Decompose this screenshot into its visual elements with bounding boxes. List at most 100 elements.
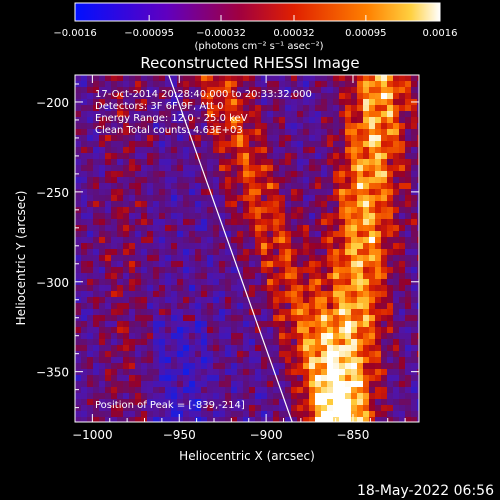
heatmap-cell (147, 339, 154, 346)
heatmap-cell (369, 237, 376, 244)
heatmap-cell (243, 381, 250, 388)
heatmap-cell (411, 249, 418, 256)
heatmap-cell (375, 219, 382, 226)
heatmap-cell (405, 357, 412, 364)
heatmap-cell (87, 135, 94, 142)
heatmap-cell (327, 159, 334, 166)
heatmap-cell (177, 417, 184, 422)
heatmap-cell (159, 393, 166, 400)
heatmap-cell (291, 417, 298, 422)
heatmap-cell (171, 81, 178, 88)
heatmap-cell (399, 87, 406, 94)
heatmap-cell (333, 303, 340, 310)
heatmap-cell (87, 117, 94, 124)
heatmap-cell (135, 225, 142, 232)
heatmap-cell (363, 195, 370, 202)
heatmap-cell (303, 93, 310, 100)
heatmap-cell (93, 333, 100, 340)
heatmap-cell (87, 393, 94, 400)
heatmap-cell (225, 285, 232, 292)
heatmap-cell (237, 255, 244, 262)
heatmap-cell (321, 333, 328, 340)
heatmap-cell (315, 369, 322, 376)
heatmap-cell (159, 111, 166, 118)
heatmap-cell (165, 399, 172, 406)
heatmap-cell (123, 321, 130, 328)
heatmap-cell (279, 393, 286, 400)
heatmap-cell (201, 135, 208, 142)
heatmap-cell (369, 159, 376, 166)
heatmap-cell (369, 261, 376, 268)
heatmap-cell (135, 393, 142, 400)
heatmap-cell (213, 309, 220, 316)
heatmap-cell (201, 213, 208, 220)
heatmap-cell (99, 267, 106, 274)
heatmap-cell (213, 303, 220, 310)
heatmap-cell (333, 399, 340, 406)
heatmap-cell (279, 303, 286, 310)
heatmap-cell (213, 183, 220, 190)
heatmap-cell (267, 375, 274, 382)
heatmap-cell (345, 165, 352, 172)
heatmap-cell (279, 363, 286, 370)
heatmap-cell (177, 183, 184, 190)
heatmap-cell (177, 195, 184, 202)
heatmap-cell (405, 207, 412, 214)
heatmap-cell (267, 405, 274, 412)
heatmap-cell (237, 93, 244, 100)
heatmap-cell (117, 219, 124, 226)
heatmap-cell (279, 321, 286, 328)
heatmap-cell (237, 123, 244, 130)
heatmap-cell (93, 231, 100, 238)
heatmap-cell (153, 117, 160, 124)
heatmap-cell (285, 387, 292, 394)
heatmap-cell (153, 411, 160, 418)
heatmap-cell (165, 201, 172, 208)
heatmap-cell (285, 345, 292, 352)
heatmap-cell (267, 111, 274, 118)
heatmap-cell (405, 93, 412, 100)
heatmap-cell (375, 393, 382, 400)
heatmap-cell (255, 135, 262, 142)
heatmap-cell (171, 375, 178, 382)
heatmap-cell (159, 177, 166, 184)
heatmap-cell (261, 345, 268, 352)
heatmap-cell (237, 165, 244, 172)
heatmap-cell (105, 123, 112, 130)
heatmap-cell (297, 75, 304, 82)
heatmap-cell (291, 75, 298, 82)
heatmap-cell (243, 315, 250, 322)
heatmap-cell (219, 369, 226, 376)
heatmap-cell (147, 243, 154, 250)
heatmap-cell (333, 81, 340, 88)
heatmap-cell (369, 93, 376, 100)
heatmap-cell (387, 369, 394, 376)
heatmap-cell (309, 369, 316, 376)
heatmap-cell (291, 399, 298, 406)
heatmap-cell (81, 351, 88, 358)
heatmap-cell (405, 171, 412, 178)
heatmap-cell (237, 153, 244, 160)
heatmap-cell (213, 75, 220, 82)
heatmap-cell (249, 351, 256, 358)
heatmap-cell (309, 105, 316, 112)
heatmap-cell (279, 189, 286, 196)
heatmap-cell (75, 303, 82, 310)
heatmap-cell (183, 399, 190, 406)
heatmap-cell (393, 327, 400, 334)
heatmap-cell (405, 405, 412, 412)
heatmap-cell (363, 249, 370, 256)
heatmap-cell (207, 417, 214, 422)
heatmap-cell (195, 261, 202, 268)
heatmap-cell (285, 297, 292, 304)
heatmap-cell (201, 117, 208, 124)
heatmap-cell (135, 279, 142, 286)
heatmap-cell (135, 321, 142, 328)
heatmap-cell (231, 399, 238, 406)
heatmap-cell (363, 369, 370, 376)
heatmap-cell (399, 105, 406, 112)
heatmap-cell (339, 177, 346, 184)
heatmap-cell (345, 393, 352, 400)
heatmap-cell (333, 123, 340, 130)
heatmap-cell (105, 105, 112, 112)
